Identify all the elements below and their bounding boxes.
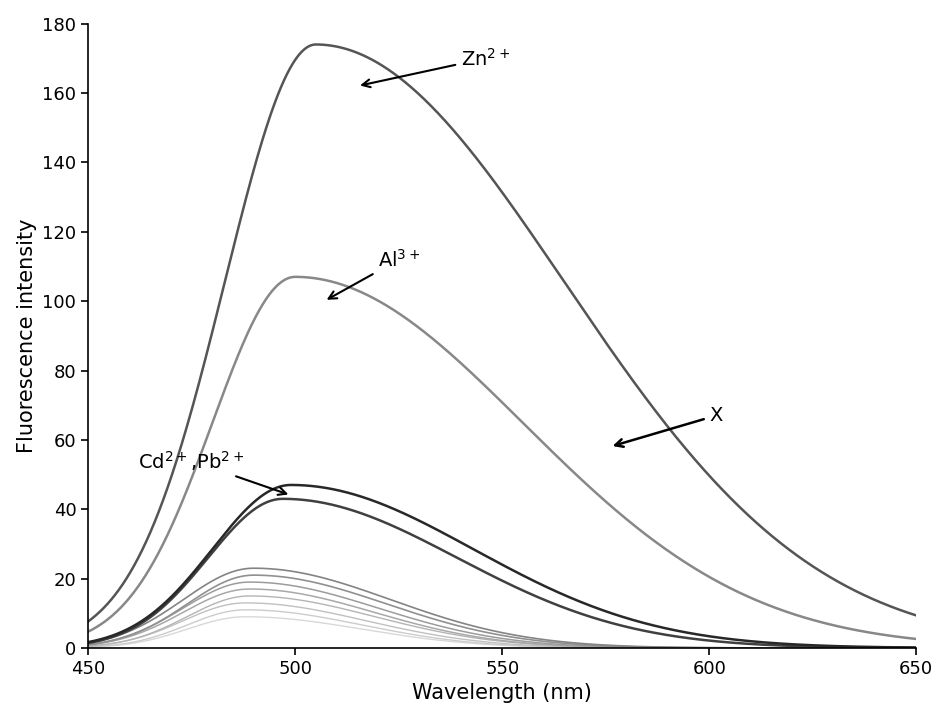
X-axis label: Wavelength (nm): Wavelength (nm) <box>412 683 592 703</box>
Text: Zn$^{2+}$: Zn$^{2+}$ <box>362 48 510 87</box>
Text: X: X <box>616 406 723 447</box>
Text: Cd$^{2+}$,Pb$^{2+}$: Cd$^{2+}$,Pb$^{2+}$ <box>138 449 286 495</box>
Text: Al$^{3+}$: Al$^{3+}$ <box>329 248 420 299</box>
Y-axis label: Fluorescence intensity: Fluorescence intensity <box>17 219 37 453</box>
